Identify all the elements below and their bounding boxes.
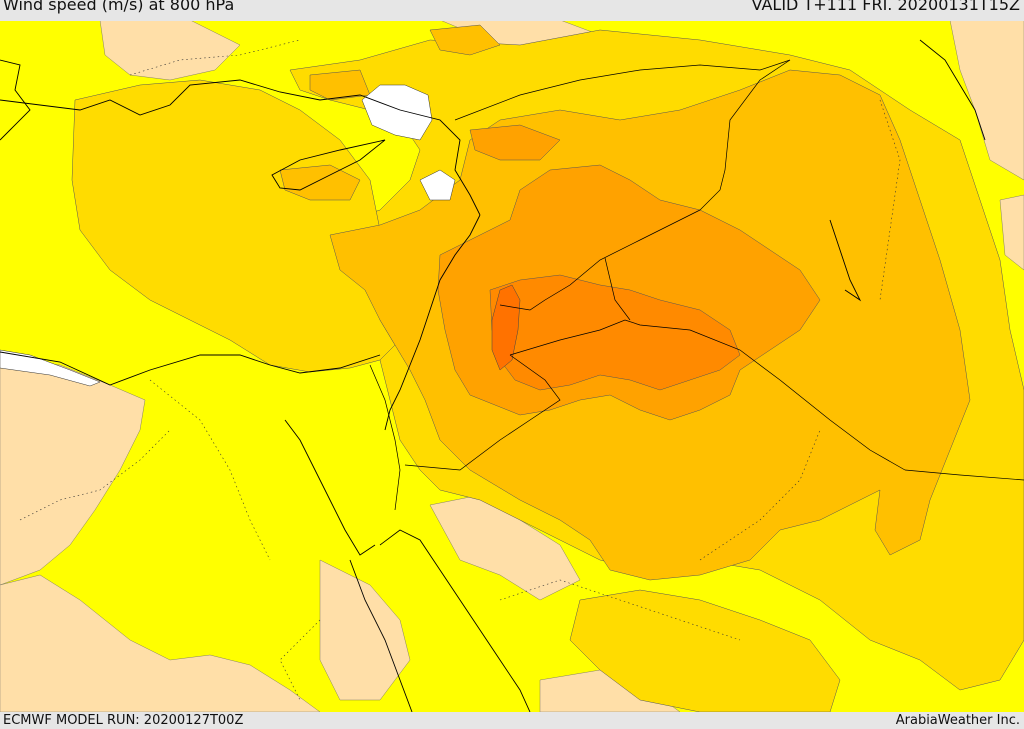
border-jordan-sa-south — [404, 354, 561, 471]
border-iraq-sa-2 — [604, 257, 631, 321]
white-gap-turkey-2 — [419, 169, 456, 201]
coast-gulf-suez — [284, 419, 376, 556]
wind-speed-map — [0, 21, 1024, 712]
band4-n-strip — [429, 24, 501, 56]
admin-iran — [879, 99, 901, 301]
light-area-nw-turkey — [99, 21, 241, 81]
band4-cyprus-n — [279, 164, 361, 201]
wind-band-7 — [491, 284, 521, 371]
coast-cyprus — [271, 139, 386, 191]
band6-main — [489, 274, 741, 391]
coastlines — [0, 39, 986, 712]
coast-caspian — [919, 39, 986, 141]
light-area-west-egypt — [0, 359, 146, 586]
title-bar: Wind speed (m/s) at 800 hPa VALID T+111 … — [0, 0, 1024, 21]
band3-sa-south — [569, 589, 841, 712]
light-area-gulf-ne — [999, 194, 1024, 271]
border-syria-iraq — [499, 209, 701, 311]
coast-aegean — [0, 59, 31, 141]
band7-core — [491, 284, 521, 371]
admin-turkey — [129, 39, 301, 76]
footer-bar: ECMWF MODEL RUN: 20200127T00Z ArabiaWeat… — [0, 712, 1024, 729]
coast-levant — [384, 214, 481, 431]
border-jordan-sa — [509, 319, 906, 471]
band3-med-plume — [71, 79, 396, 373]
border-turkey-syria — [454, 59, 791, 121]
admin-sa-1 — [499, 579, 741, 641]
credit-label: ArabiaWeather Inc. — [895, 713, 1020, 728]
map-title: Wind speed (m/s) at 800 hPa — [3, 0, 235, 14]
band5-levant — [469, 124, 561, 161]
water-gaps — [0, 84, 456, 387]
border-egypt-israel — [369, 364, 401, 511]
coast-persian-gulf — [829, 219, 862, 302]
admin-sa-3 — [279, 619, 321, 701]
wind-band-6 — [489, 274, 741, 391]
border-gulf-east — [904, 469, 1024, 481]
light-area-sw-corner — [0, 574, 321, 712]
model-run-label: ECMWF MODEL RUN: 20200127T00Z — [3, 713, 244, 728]
border-iraq-iran — [699, 59, 791, 211]
admin-egypt-1 — [19, 429, 171, 521]
coast-red-sea-east — [379, 529, 531, 712]
valid-time: VALID T+111 FRI. 20200131T15Z — [751, 0, 1020, 14]
borders — [369, 59, 1024, 511]
admin-sa-2 — [699, 429, 821, 561]
coast-egypt-north — [0, 351, 381, 386]
white-gap-med-west — [0, 349, 101, 387]
white-gap-turkey — [361, 84, 433, 141]
admin-lines — [19, 39, 901, 701]
band4-nturkey — [309, 69, 371, 101]
light-area-caspian-e — [949, 21, 1024, 181]
coast-turkey-south — [0, 79, 481, 216]
light-area-sinai-south — [319, 559, 411, 701]
admin-egypt-2 — [149, 379, 271, 561]
coast-red-sea-west — [349, 559, 413, 712]
